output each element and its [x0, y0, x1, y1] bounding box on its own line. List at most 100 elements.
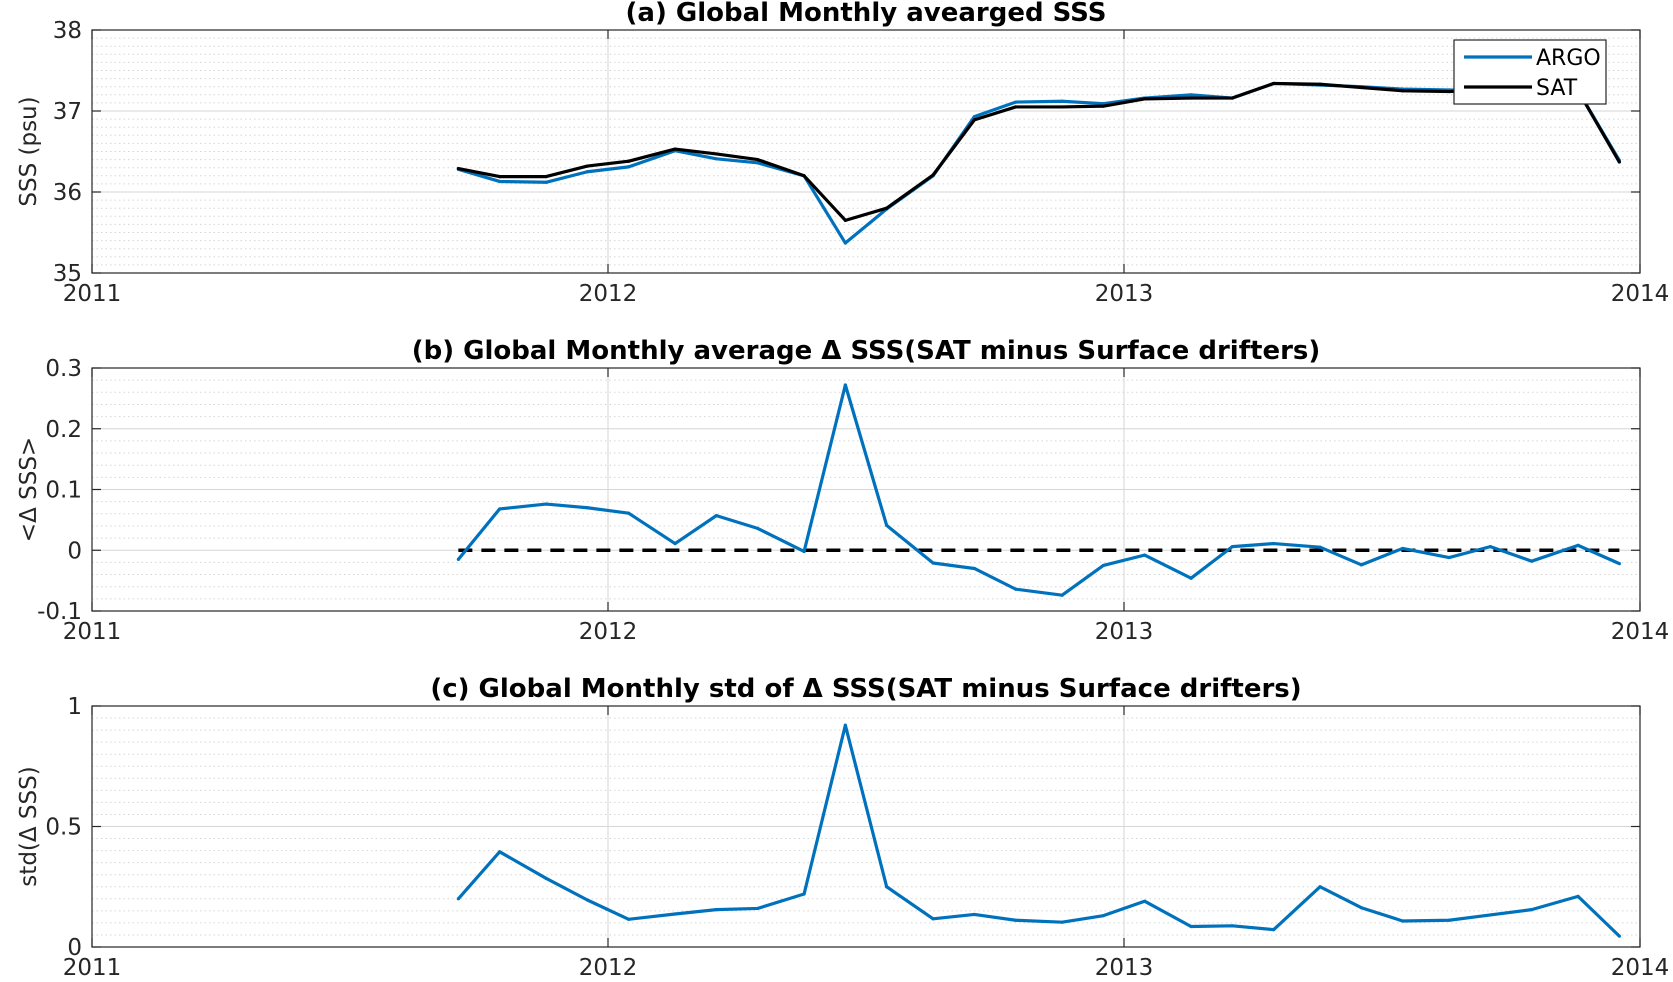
- data-point: [885, 523, 889, 527]
- y-tick-label: 37: [53, 99, 82, 125]
- data-point: [1101, 914, 1105, 918]
- data-point: [1359, 85, 1363, 90]
- y-tick-label: -0.1: [37, 599, 82, 625]
- data-point: [843, 241, 847, 245]
- legend-entry-label: SAT: [1536, 76, 1578, 101]
- data-point: [714, 157, 718, 161]
- x-tick-label: 2013: [1095, 955, 1154, 981]
- data-point: [498, 175, 502, 179]
- data-point: [1447, 555, 1451, 560]
- data-point: [1014, 587, 1018, 591]
- series-line: [456, 383, 1621, 597]
- data-point: [1014, 105, 1018, 109]
- x-tick-label: 2014: [1611, 281, 1670, 307]
- data-point: [627, 511, 631, 515]
- panel-a: 35 36 37 38 2011 2012 2013 2014 (a) Global Month…: [16, 0, 1669, 307]
- data-point: [673, 147, 677, 151]
- data-point: [585, 164, 589, 168]
- data-point: [714, 152, 718, 156]
- series-line: [457, 383, 1621, 597]
- y-tick-label: 0: [67, 935, 82, 961]
- data-point: [802, 549, 806, 554]
- data-point: [931, 561, 935, 565]
- data-point: [544, 180, 548, 184]
- data-point: [1189, 93, 1193, 97]
- data-point: [843, 218, 847, 222]
- data-point: [1318, 82, 1322, 86]
- x-tick-label: 2014: [1611, 955, 1670, 981]
- data-point: [802, 892, 806, 896]
- x-tick-label: 2012: [579, 281, 638, 307]
- data-point: [972, 566, 976, 571]
- grid: [92, 30, 1640, 273]
- x-tick-label: 2014: [1611, 619, 1670, 645]
- data-point: [1318, 545, 1322, 549]
- data-point: [843, 723, 847, 727]
- axes-box: [91, 29, 1641, 274]
- data-point: [1488, 913, 1492, 917]
- y-tick-label: 0.1: [45, 478, 82, 504]
- x-tick-label: 2011: [63, 955, 122, 981]
- panel-title: (c) Global Monthly std of Δ SSS(SAT minu…: [430, 674, 1301, 704]
- data-point: [1143, 97, 1147, 101]
- y-axis-label: <Δ SSS>: [16, 437, 42, 542]
- data-point: [1060, 593, 1064, 597]
- data-point: [1189, 576, 1193, 580]
- data-point: [1101, 104, 1105, 108]
- y-tick-label: 38: [53, 18, 82, 44]
- data-point: [714, 908, 718, 912]
- legend: ARGO SAT: [1453, 39, 1607, 105]
- data-point: [1401, 546, 1405, 551]
- data-point: [1318, 885, 1322, 889]
- data-point: [456, 166, 460, 171]
- data-point: [756, 161, 760, 165]
- data-point: [1101, 563, 1105, 568]
- data-point: [1014, 100, 1018, 104]
- data-point: [1488, 545, 1492, 549]
- data-point: [585, 506, 589, 510]
- data-point: [1359, 563, 1363, 567]
- panel-title: (a) Global Monthly avearged SSS: [626, 0, 1107, 28]
- data-point: [972, 912, 976, 917]
- y-axis-label: std(Δ SSS): [16, 766, 42, 886]
- data-point: [673, 912, 677, 916]
- data-point: [627, 165, 631, 169]
- y-tick-label: 0.5: [45, 815, 82, 841]
- data-point: [627, 917, 631, 921]
- data-point: [1230, 96, 1234, 100]
- data-point: [1189, 924, 1193, 929]
- data-point: [1272, 541, 1276, 546]
- data-point: [931, 917, 935, 921]
- panel-b: -0.1 0 0.1 0.2 0.3 2011 2012 2013 2014 (b) Global…: [16, 336, 1669, 645]
- x-tick-label: 2011: [63, 281, 122, 307]
- data-point: [756, 158, 760, 162]
- data-point: [544, 876, 548, 880]
- legend-entry-label: ARGO: [1536, 46, 1601, 71]
- panel-c: 0 0.5 1 2011 2012 2013 2014 (c) Global Monthly …: [16, 674, 1669, 981]
- data-point: [498, 179, 502, 184]
- data-point: [714, 514, 718, 518]
- series-line: [457, 81, 1621, 245]
- data-point: [1230, 545, 1234, 549]
- data-point: [456, 897, 460, 901]
- data-point: [1617, 934, 1621, 938]
- y-tick-label: 0.2: [45, 417, 82, 443]
- data-point: [544, 502, 548, 506]
- data-point: [585, 170, 589, 174]
- x-tick-label: 2013: [1095, 619, 1154, 645]
- y-tick-label: 0: [67, 538, 82, 564]
- data-point: [756, 526, 760, 530]
- data-point: [1189, 96, 1193, 100]
- y-axis-label: SSS (psu): [16, 96, 42, 206]
- data-point: [498, 507, 502, 511]
- data-point: [585, 898, 589, 902]
- data-point: [972, 115, 976, 119]
- x-tick-label: 2013: [1095, 281, 1154, 307]
- data-point: [1447, 918, 1451, 922]
- x-tick-label: 2012: [579, 955, 638, 981]
- legend-box: [1453, 39, 1607, 105]
- series-line: [457, 723, 1621, 938]
- data-point: [1014, 918, 1018, 922]
- data-point: [1576, 543, 1580, 547]
- y-tick-label: 0.3: [45, 356, 82, 382]
